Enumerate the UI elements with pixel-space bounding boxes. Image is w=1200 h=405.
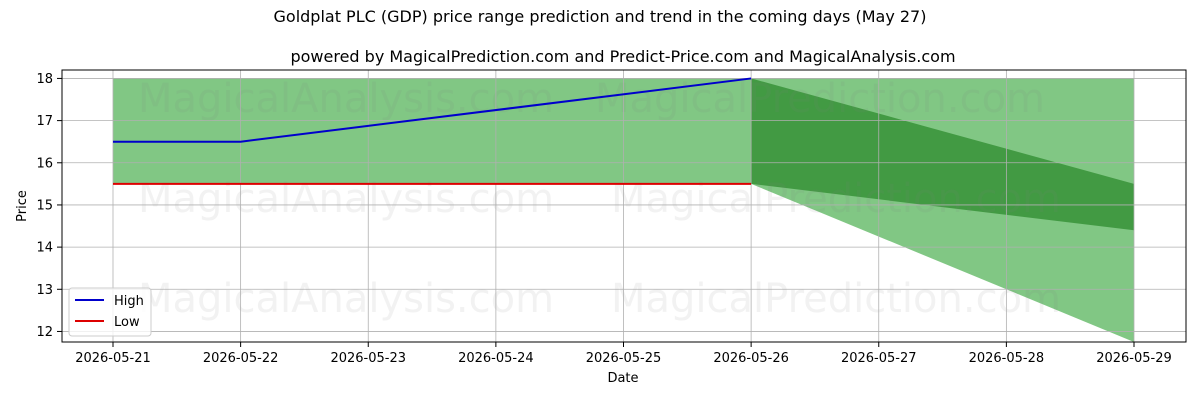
watermarks: MagicalAnalysis.com MagicalPrediction.com… — [138, 76, 1061, 322]
y-axis-ticks: 12 13 14 15 16 17 18 — [36, 72, 62, 340]
band-2 — [751, 78, 1134, 231]
prediction-bands — [113, 78, 1134, 342]
y-axis-label: Price — [15, 190, 30, 222]
legend-label-low: Low — [114, 315, 140, 330]
y-tick-label: 17 — [36, 114, 53, 129]
y-tick-label: 18 — [36, 72, 53, 87]
watermark-text: MagicalAnalysis.com — [138, 276, 554, 322]
y-tick-label: 14 — [36, 241, 53, 256]
x-tick-label: 2026-05-22 — [203, 351, 279, 366]
y-tick-label: 12 — [36, 325, 53, 340]
watermark-text: MagicalAnalysis.com — [138, 76, 554, 122]
legend: High Low — [68, 287, 152, 337]
watermark-text: MagicalPrediction.com — [595, 76, 1045, 122]
y-tick-label: 16 — [36, 156, 53, 171]
legend-label-high: High — [114, 294, 144, 309]
band-0 — [113, 78, 752, 184]
x-tick-label: 2026-05-23 — [330, 351, 406, 366]
x-tick-label: 2026-05-25 — [586, 351, 662, 366]
x-tick-label: 2026-05-26 — [713, 351, 789, 366]
x-tick-label: 2026-05-29 — [1096, 351, 1172, 366]
x-tick-label: 2026-05-21 — [75, 351, 151, 366]
x-tick-label: 2026-05-24 — [458, 351, 534, 366]
y-tick-label: 15 — [36, 198, 53, 213]
series-lines — [113, 77, 752, 185]
chart-subtitle: powered by MagicalPrediction.com and Pre… — [290, 47, 955, 66]
chart-title: Goldplat PLC (GDP) price range predictio… — [274, 7, 927, 26]
x-tick-label: 2026-05-28 — [969, 351, 1045, 366]
x-axis-ticks: 2026-05-21 2026-05-22 2026-05-23 2026-05-24… — [75, 342, 1172, 366]
x-axis-label: Date — [607, 371, 638, 386]
x-tick-label: 2026-05-27 — [841, 351, 917, 366]
watermark-text: MagicalPrediction.com — [611, 276, 1061, 322]
series-line-high — [113, 77, 752, 143]
y-tick-label: 13 — [36, 283, 53, 298]
